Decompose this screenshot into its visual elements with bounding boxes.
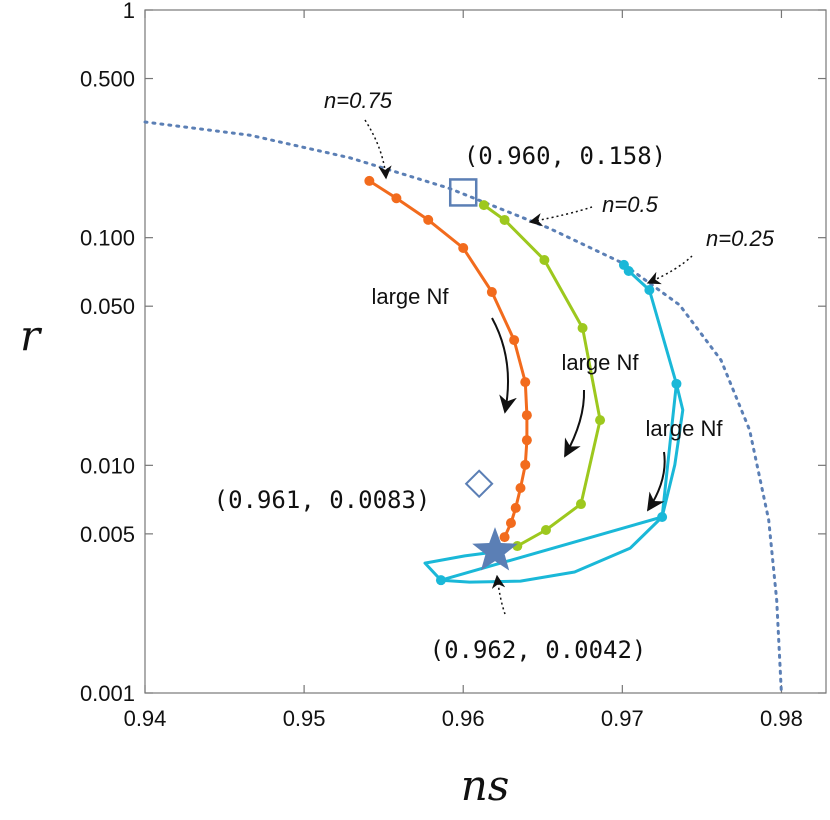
- y-tick-label: 0.100: [80, 226, 135, 251]
- marker-label: (0.961, 0.0083): [214, 486, 431, 514]
- data-point: [521, 410, 532, 421]
- data-point: [499, 214, 510, 225]
- marker-label: (0.962, 0.0042): [430, 636, 647, 664]
- data-point: [595, 415, 606, 426]
- plot-frame: [144, 9, 827, 694]
- y-tick-label: 1: [123, 0, 135, 23]
- x-tick-label: 0.98: [760, 706, 803, 731]
- annotation: large Nf: [561, 350, 639, 375]
- arrow: [528, 206, 593, 227]
- series-line: [143, 120, 783, 695]
- data-point: [499, 532, 510, 543]
- data-point: [510, 502, 521, 513]
- y-tick-label: 0.005: [80, 522, 135, 547]
- data-point: [623, 265, 634, 276]
- x-tick-label: 0.94: [124, 706, 167, 731]
- series-label: n=0.25: [706, 226, 775, 251]
- marker-label: (0.960, 0.158): [464, 142, 666, 170]
- data-point: [577, 323, 588, 334]
- data-point: [486, 287, 497, 298]
- annotation: large Nf: [645, 416, 723, 441]
- data-point: [521, 435, 532, 446]
- arrow: [364, 119, 392, 180]
- data-point: [458, 242, 469, 253]
- data-point: [515, 483, 526, 494]
- series-line: [483, 203, 602, 548]
- series-label: n=0.75: [324, 88, 393, 113]
- data-point: [505, 518, 516, 529]
- diamond-marker: [464, 469, 494, 499]
- x-axis-label: ns: [461, 761, 510, 810]
- data-point: [364, 175, 375, 186]
- data-point: [478, 200, 489, 211]
- y-tick-label: 0.500: [80, 67, 135, 92]
- x-tick-label: 0.95: [283, 706, 326, 731]
- square-marker: [448, 178, 478, 207]
- series-line: [440, 263, 678, 582]
- arrow: [647, 451, 666, 512]
- data-point: [539, 254, 550, 265]
- y-tick-label: 0.010: [80, 453, 135, 478]
- arrow: [646, 255, 693, 285]
- data-point: [391, 193, 402, 204]
- data-point: [644, 285, 655, 296]
- annotation: large Nf: [371, 284, 449, 309]
- series-line: [423, 383, 685, 584]
- y-tick-label: 0.050: [80, 294, 135, 319]
- y-axis-label: r: [20, 311, 43, 360]
- arrow: [564, 389, 586, 458]
- y-tick-label: 0.001: [80, 681, 135, 706]
- data-point: [520, 459, 531, 470]
- data-point: [423, 214, 434, 225]
- x-tick-label: 0.97: [601, 706, 644, 731]
- x-tick-label: 0.96: [442, 706, 485, 731]
- data-point: [512, 541, 523, 552]
- data-point: [575, 499, 586, 510]
- data-point: [509, 335, 520, 346]
- data-point: [520, 377, 531, 388]
- star-marker: [472, 527, 518, 571]
- arrow: [491, 317, 517, 414]
- series-label: n=0.5: [602, 192, 658, 217]
- data-point: [540, 524, 551, 535]
- series-line: [368, 179, 529, 538]
